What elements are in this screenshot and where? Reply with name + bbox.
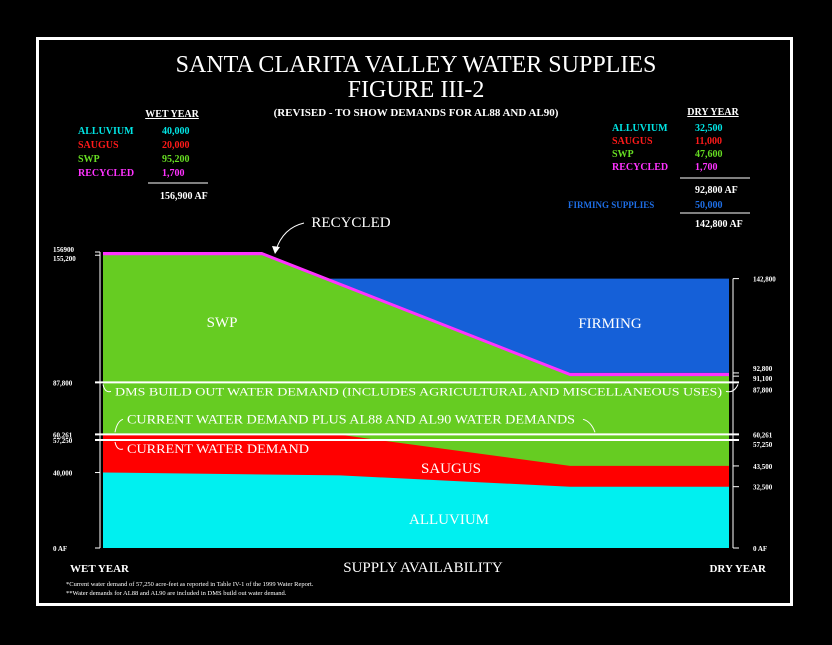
dry-item-value: 1,700 [695,162,718,173]
x-right-label: DRY YEAR [709,563,767,575]
dry-year-legend: DRY YEAR ALLUVIUM 32,500 SAUGUS 11,000 SWP 47… [568,107,750,230]
wet-year-heading: WET YEAR [145,109,199,120]
wet-item-label: ALLUVIUM [78,126,134,137]
wet-year-legend: WET YEAR ALLUVIUM 40,000 SAUGUS 20,000 SWP 95… [78,109,208,202]
right-tick-label: 91,100 [753,375,773,383]
left-tick-label: 60,261 [53,431,73,439]
dry-item-value: 32,500 [695,123,723,134]
left-tick-label: 87,800 [53,379,73,387]
right-tick-label: 142,800 [753,276,776,284]
dry-item-label: SAUGUS [612,136,653,147]
dry-item-label: ALLUVIUM [612,123,668,134]
left-tick-label: 57,250 [53,437,73,445]
right-tick-label: 92,800 [753,365,773,373]
left-tick-label: 40,000 [53,470,73,478]
demand-line-label: CURRENT WATER DEMAND PLUS AL88 AND AL90 … [127,412,575,426]
demand-arrow [114,441,124,450]
dry-subtotal: 92,800 AF [695,185,738,196]
wet-item-value: 40,000 [162,126,190,137]
title-subtitle: (REVISED - TO SHOW DEMANDS FOR AL88 AND … [274,107,559,119]
dry-total: 142,800 AF [695,219,743,230]
right-tick-label: 43,500 [753,463,773,471]
wet-item-value: 20,000 [162,140,190,151]
demand-arrow [725,384,739,393]
right-tick-label: 87,800 [753,386,773,394]
dry-item-value: 47,600 [695,149,723,160]
wet-item-value: 1,700 [162,168,185,179]
swp-label: SWP [207,315,238,331]
right-tick-label: 0 AF [753,545,767,553]
recycled-callout-label: RECYCLED [311,215,390,231]
left-tick-label: 0 AF [53,545,67,553]
demand-arrow [102,384,112,393]
alluvium-area [103,472,729,548]
recycled-callout-arrowhead [272,246,280,254]
footnote-2: **Water demands for AL88 and AL90 are in… [66,590,287,597]
wet-item-label: SAUGUS [78,140,119,151]
x-axis-label: SUPPLY AVAILABILITY [343,560,503,576]
dry-item-label: RECYCLED [612,162,668,173]
demand-arrow [582,418,596,433]
dry-item-value: 11,000 [695,136,722,147]
wet-item-value: 95,200 [162,154,190,165]
left-tick-label: 155,200 [53,255,76,263]
firming-label: FIRMING SUPPLIES [568,200,654,210]
demand-arrow [114,418,124,433]
wet-item-label: RECYCLED [78,168,134,179]
firming-value: 50,000 [695,200,723,211]
left-tick-label: 156900 [53,246,75,254]
dry-item-label: SWP [612,149,634,160]
right-tick-label: 32,500 [753,484,773,492]
footnote-1: *Current water demand of 57,250 acre-fee… [66,581,314,588]
dry-year-heading: DRY YEAR [687,107,739,118]
wet-total: 156,900 AF [160,191,208,202]
alluvium-label: ALLUVIUM [409,512,489,528]
demand-line-label: DMS BUILD OUT WATER DEMAND (INCLUDES AGR… [115,384,722,398]
title-line2: FIGURE III-2 [348,77,485,103]
demand-line-label: CURRENT WATER DEMAND [127,442,309,456]
x-left-label: WET YEAR [70,563,130,575]
firming-area [330,278,729,373]
right-tick-label: 57,250 [753,441,773,449]
wet-item-label: SWP [78,154,100,165]
title-line1: SANTA CLARITA VALLEY WATER SUPPLIES [176,52,657,78]
recycled-callout-arrow [275,222,305,251]
right-tick-label: 60,261 [753,431,773,439]
firming-label-chart: FIRMING [578,316,642,332]
saugus-label: SAUGUS [421,461,481,477]
